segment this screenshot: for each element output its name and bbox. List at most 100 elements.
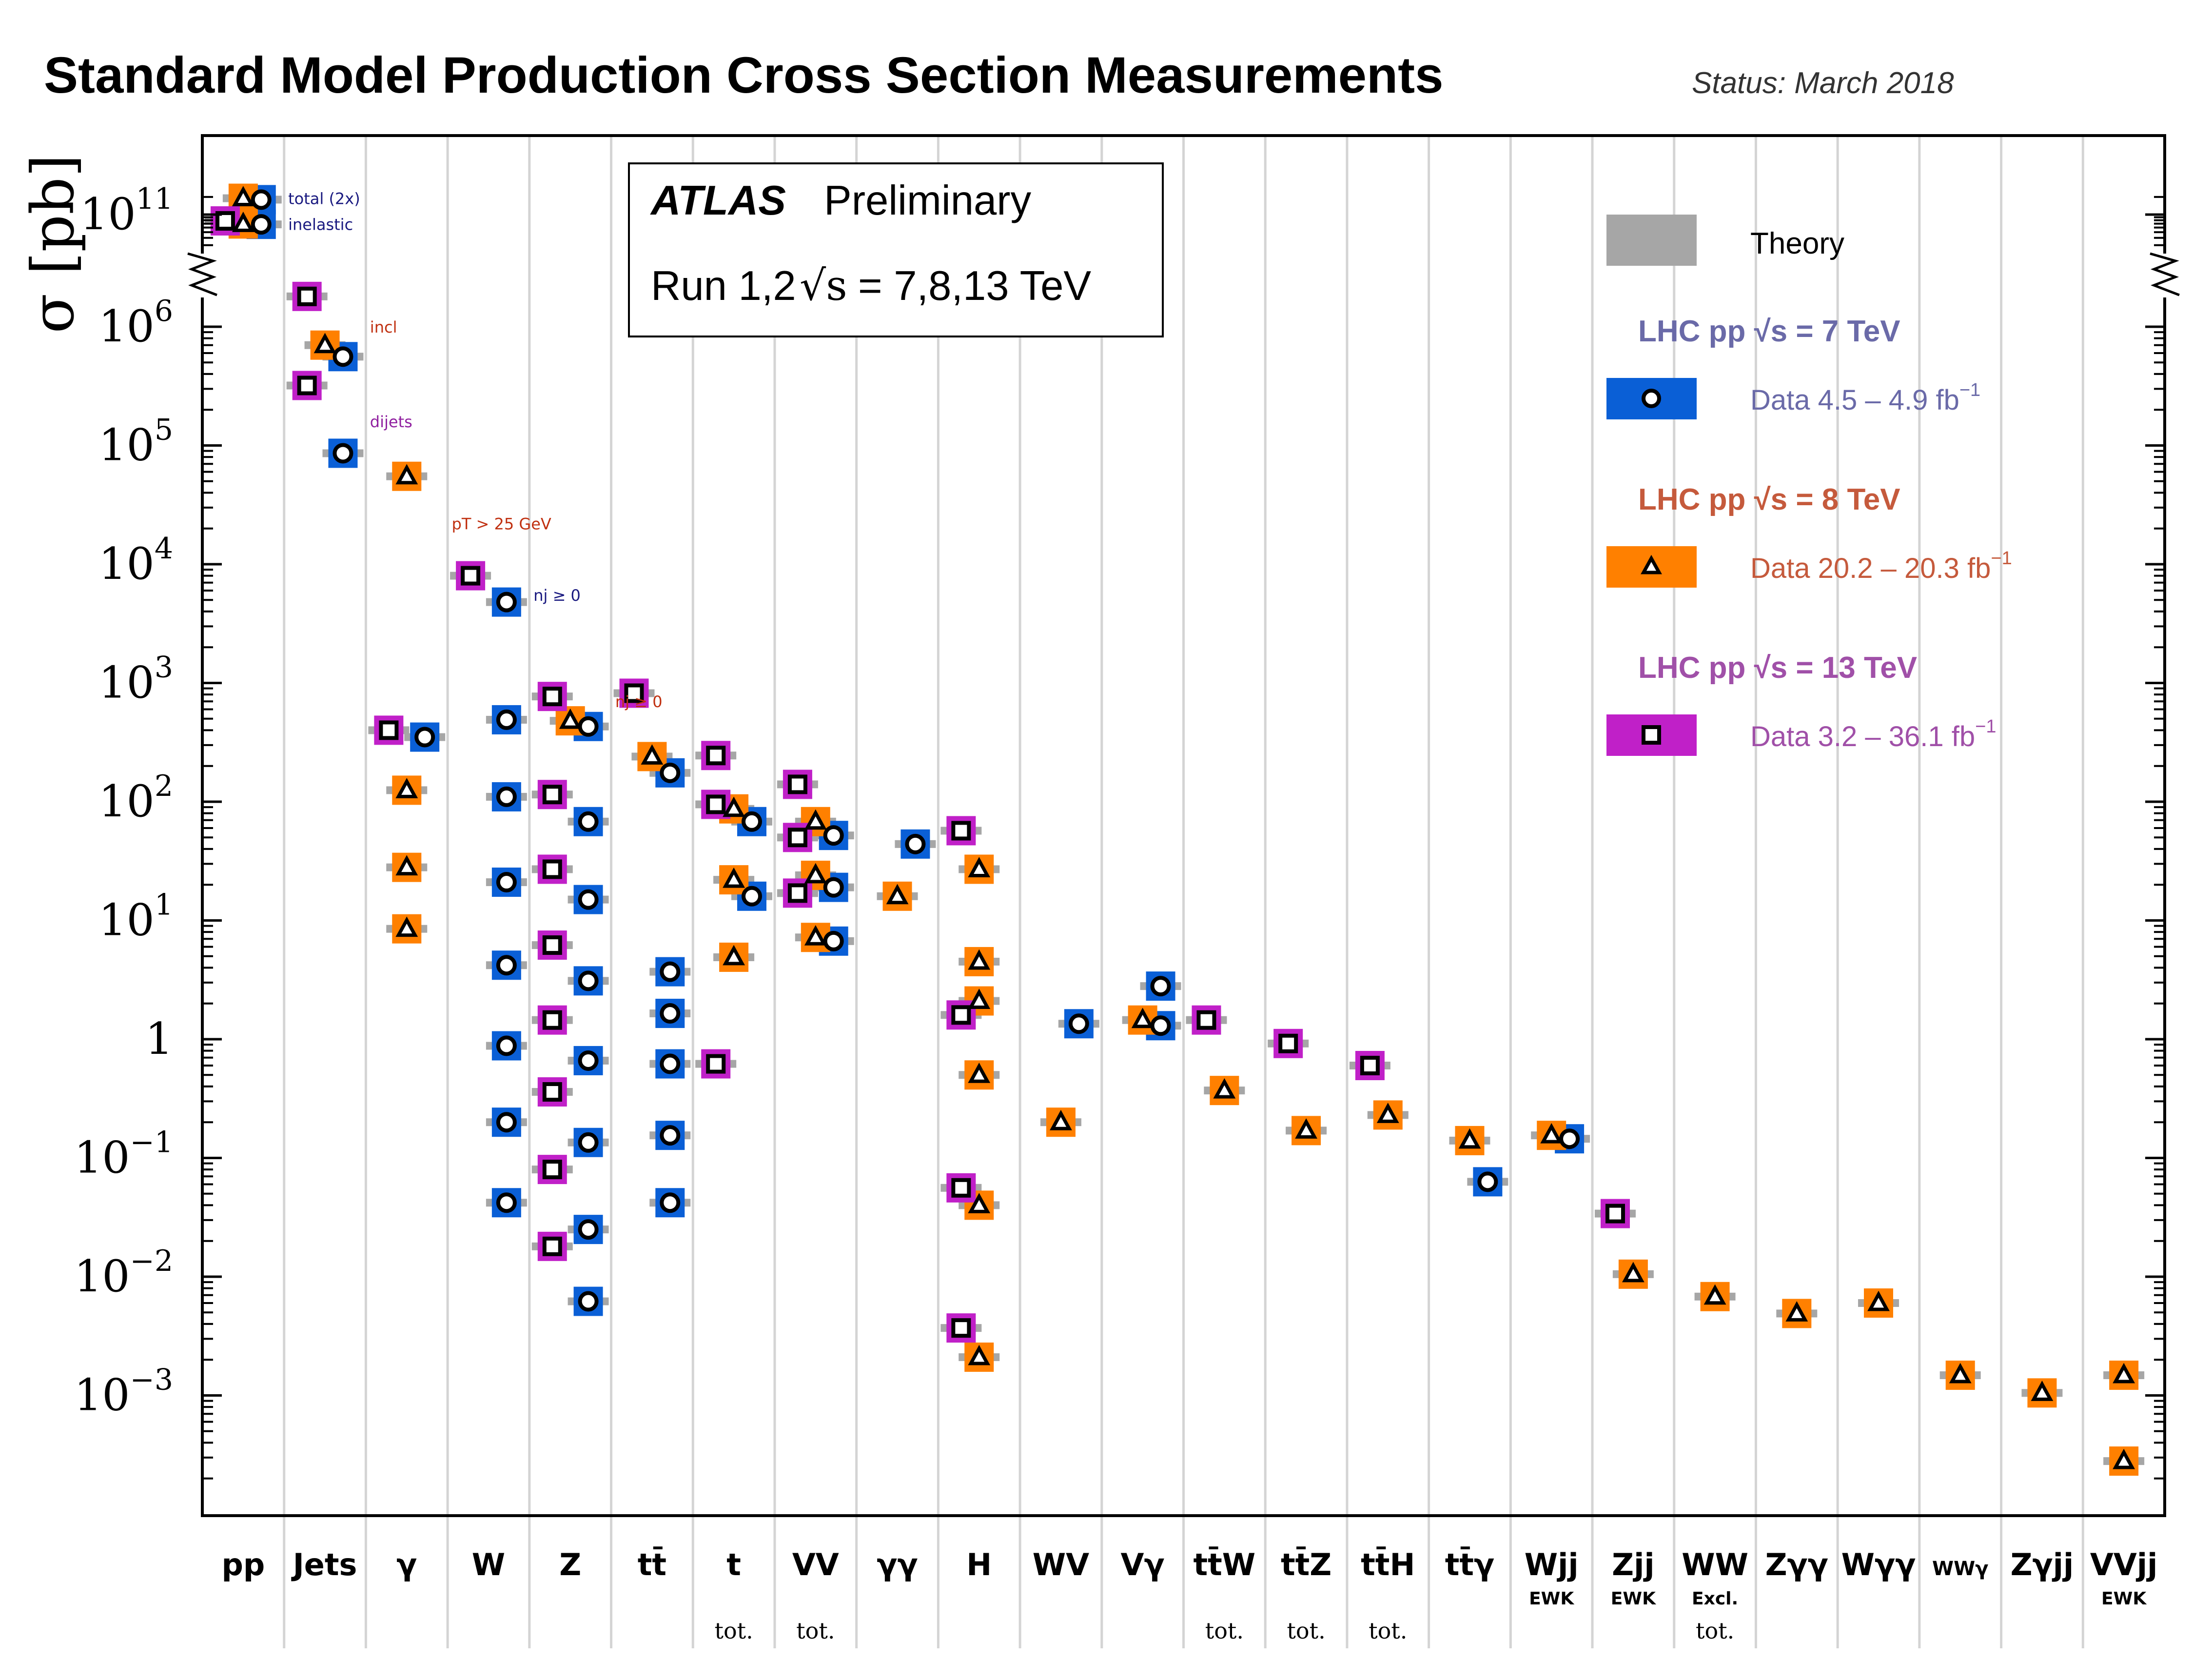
data-point-7tev <box>496 1192 517 1213</box>
axis-break <box>2150 252 2180 296</box>
category-grid <box>283 136 2084 1648</box>
x-category-label: WW <box>1682 1547 1748 1582</box>
data-point-7tev <box>823 825 844 846</box>
x-total-label: tot. <box>1205 1618 1244 1644</box>
x-category-label: γγ <box>877 1547 918 1582</box>
x-category-label: Zγγ <box>1765 1547 1828 1582</box>
data-point-7tev <box>660 762 681 783</box>
x-category-label: VV <box>792 1547 839 1582</box>
legend-theory-swatch <box>1606 215 1697 266</box>
data-point-8tev <box>1867 1290 1890 1311</box>
x-category-label: Wjj <box>1525 1547 1579 1582</box>
data-point-7tev <box>1150 976 1171 997</box>
data-point-13tev <box>542 935 562 955</box>
data-point-7tev <box>578 889 599 910</box>
x-category-sublabel: EWK <box>2101 1589 2147 1609</box>
y-tick-label: 10−1 <box>74 1126 173 1184</box>
data-point-8tev <box>886 884 909 905</box>
x-category-label: W <box>472 1547 505 1582</box>
data-point-8tev <box>968 949 991 970</box>
status-label: Status: March 2018 <box>1692 66 1954 100</box>
measurement-annotation: incl <box>370 318 397 336</box>
measurement-annotation: nj ≥ 0 <box>615 692 663 711</box>
legend: ATLAS Preliminary Run 1,2 √s = 7,8,13 TeV The… <box>628 162 2012 756</box>
x-total-label: tot. <box>1696 1618 1734 1644</box>
data-point-13tev <box>1278 1033 1298 1053</box>
x-category-label: tt̄ <box>638 1546 666 1582</box>
x-category-label: tt̄H <box>1361 1546 1415 1582</box>
data-point-7tev <box>496 709 517 730</box>
data-point-7tev <box>660 1125 681 1146</box>
error-bands <box>210 183 2139 1476</box>
data-point-13tev <box>297 375 317 395</box>
data-point-7tev <box>742 811 762 832</box>
page-title: Standard Model Production Cross Section … <box>44 47 1444 104</box>
y-tick-label: 1011 <box>80 182 173 240</box>
legend-theory-label: Theory <box>1750 227 1844 260</box>
measurement-annotation: total (2x) <box>288 190 360 208</box>
x-category-label: t <box>726 1547 741 1582</box>
data-point-8tev <box>804 863 827 884</box>
data-point-7tev <box>1477 1171 1498 1192</box>
data-point-8tev <box>1949 1363 1972 1383</box>
data-point-13tev <box>542 859 562 879</box>
x-category-label: VVjj <box>2090 1547 2157 1582</box>
data-point-8tev <box>1050 1109 1072 1130</box>
data-point-13tev <box>215 211 235 231</box>
measurement-annotation: nj ≥ 0 <box>533 586 581 605</box>
data-point-8tev <box>1458 1128 1481 1149</box>
data-point-7tev <box>496 872 517 893</box>
data-point-7tev <box>660 1192 681 1213</box>
data-point-8tev <box>1540 1123 1563 1144</box>
data-point-8tev <box>1785 1301 1808 1322</box>
data-point-8tev <box>723 867 745 888</box>
data-point-13tev <box>1360 1056 1380 1076</box>
x-category-sublabel: EWK <box>1611 1589 1656 1609</box>
data-point-8tev <box>723 945 745 966</box>
x-category-label: WV <box>1033 1547 1089 1582</box>
legend-energy-header: LHC pp √s = 8 TeV <box>1638 483 1900 516</box>
data-point-7tev <box>578 970 599 991</box>
legend-data-label: Data 3.2 – 36.1 fb−1 <box>1750 716 1996 752</box>
x-category-label: tt̄γ <box>1445 1546 1495 1582</box>
y-tick-label: 104 <box>98 532 173 590</box>
x-category-label: H <box>966 1547 992 1582</box>
data-point-13tev <box>706 746 726 766</box>
data-point-8tev <box>232 212 254 232</box>
x-category-label: tt̄Z <box>1281 1546 1331 1582</box>
data-point-8tev <box>723 796 745 817</box>
y-tick-label: 106 <box>98 294 173 352</box>
data-point-8tev <box>395 916 418 937</box>
data-point-8tev <box>968 1344 991 1365</box>
y-axis-label: σ [pb] <box>20 154 87 333</box>
data-point-8tev <box>1622 1262 1644 1283</box>
data-point-8tev <box>559 708 582 729</box>
y-tick-label: 102 <box>98 769 173 827</box>
plot-frame <box>201 134 2166 1517</box>
x-category-label: Jets <box>291 1547 357 1582</box>
x-category-sublabel: EWK <box>1529 1589 1574 1609</box>
data-point-8tev <box>2113 1448 2135 1469</box>
atlas-run: Run 1,2 <box>651 263 796 309</box>
data-point-8tev <box>395 464 418 485</box>
legend-data-label: Data 20.2 – 20.3 fb−1 <box>1750 548 2012 584</box>
data-point-13tev <box>787 774 807 794</box>
data-markers <box>215 186 2135 1469</box>
data-point-7tev <box>578 716 599 737</box>
data-point-7tev <box>578 1050 599 1071</box>
data-point-8tev <box>1213 1078 1236 1099</box>
data-point-7tev <box>414 727 435 748</box>
data-point-8tev <box>968 857 991 877</box>
data-point-7tev <box>578 1132 599 1153</box>
data-point-8tev <box>1376 1103 1399 1123</box>
data-point-13tev <box>542 1160 562 1180</box>
data-point-7tev <box>660 1003 681 1024</box>
data-point-13tev <box>542 1010 562 1030</box>
data-point-8tev <box>804 809 827 830</box>
measurement-annotation: pT > 25 GeV <box>452 515 551 534</box>
sqrt-s-symbol: √s <box>800 262 847 310</box>
data-point-13tev <box>787 828 807 848</box>
data-point-8tev <box>313 333 336 354</box>
